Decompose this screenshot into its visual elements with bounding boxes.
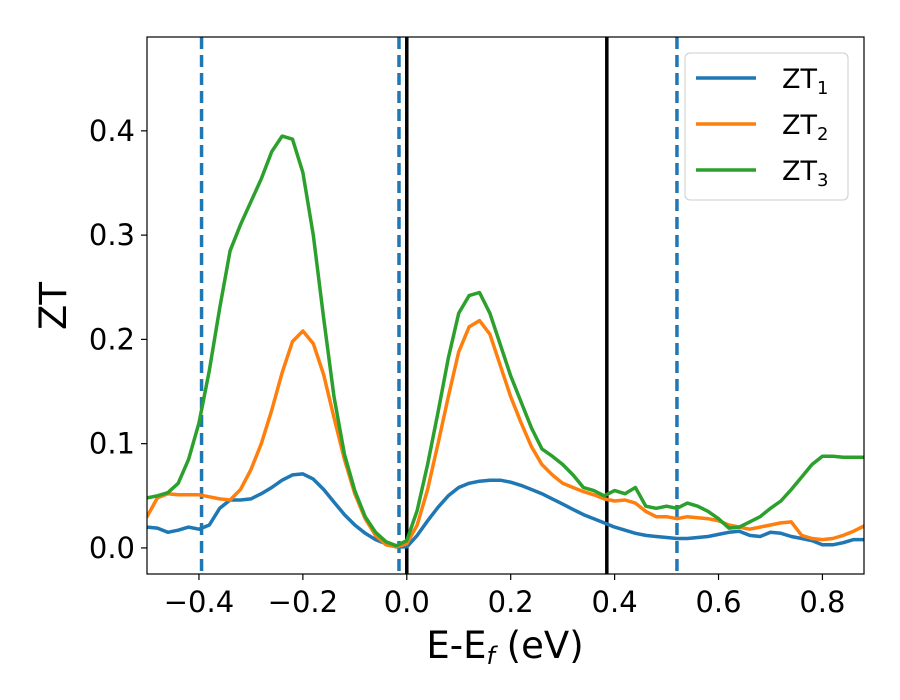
- series-layer: [147, 134, 864, 549]
- y-tick-label: 0.1: [89, 427, 135, 461]
- legend-entry-zt1: ZT1: [696, 64, 828, 99]
- legend-sub-zt2: 2: [817, 124, 828, 145]
- y-tick-label: 0.2: [89, 322, 135, 356]
- legend-label-zt1: ZT1: [782, 64, 828, 99]
- legend-entry-zt2: ZT2: [696, 110, 828, 145]
- legend-label-zt2: ZT2: [782, 110, 828, 145]
- plot-frame: [146, 36, 865, 575]
- legend-sub-zt1: 1: [817, 78, 828, 99]
- legend-entry-zt3: ZT3: [696, 156, 828, 191]
- legend-name-zt3: ZT: [782, 156, 817, 187]
- x-axis-title-unit: (eV): [495, 624, 584, 667]
- series-line-zt2: [147, 318, 864, 549]
- x-tick-label: 0.2: [488, 585, 534, 619]
- x-tick-label: 0.8: [799, 585, 845, 619]
- x-axis-title: E-Ef (eV): [426, 624, 583, 670]
- legend: ZT1 ZT2 ZT3: [684, 52, 849, 201]
- y-tick-label: 0.4: [89, 114, 135, 148]
- x-axis: −0.4 −0.2 0.0 0.2 0.4 0.6 0.8: [164, 574, 845, 619]
- x-tick-label: −0.4: [164, 585, 234, 619]
- legend-name-zt2: ZT: [782, 110, 817, 141]
- x-tick-label: −0.2: [268, 585, 338, 619]
- y-tick-label: 0.3: [89, 218, 135, 252]
- series-line-zt1: [147, 472, 864, 549]
- x-tick-label: 0.4: [592, 585, 638, 619]
- x-tick-label: 0.6: [695, 585, 741, 619]
- legend-label-zt3: ZT3: [782, 156, 828, 191]
- legend-box: [684, 52, 849, 201]
- reference-lines: [199, 37, 679, 574]
- legend-sub-zt3: 3: [817, 170, 828, 191]
- x-tick-label: 0.0: [384, 585, 430, 619]
- y-axis-title: ZT: [32, 282, 75, 330]
- series-line-zt3: [147, 134, 864, 548]
- y-axis: 0.0 0.1 0.2 0.3 0.4: [89, 114, 147, 565]
- legend-name-zt1: ZT: [782, 64, 817, 95]
- x-axis-title-main: E-E: [426, 624, 486, 667]
- y-tick-label: 0.0: [89, 531, 135, 565]
